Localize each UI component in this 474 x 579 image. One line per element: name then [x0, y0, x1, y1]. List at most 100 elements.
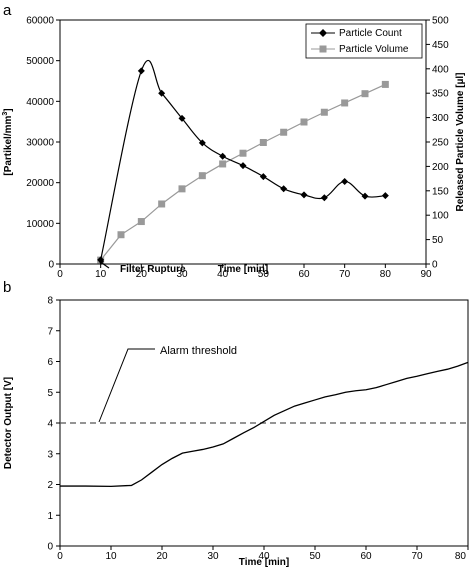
panel-label-b: b [3, 279, 11, 296]
ylabel-left-end: ] [3, 108, 14, 111]
particle-count-point [381, 192, 389, 200]
y-right-tick-label-a: 450 [432, 40, 449, 51]
particle-volume-point [137, 218, 145, 226]
particle-count-point [280, 185, 288, 193]
y-right-tick-label-a: 500 [432, 16, 449, 27]
particle-count-point [300, 191, 308, 199]
y-left-tick-label-a: 60000 [26, 16, 54, 27]
y-tick-label-b: 4 [47, 419, 53, 430]
x-tick-label-b: 80 [455, 551, 467, 562]
y-left-tick-label-a: 30000 [26, 138, 54, 149]
y-tick-label-b: 7 [47, 326, 53, 337]
particle-volume-point [300, 118, 308, 126]
particle-volume-point [198, 172, 206, 180]
particle-count-point [341, 177, 349, 185]
y-left-tick-label-a: 50000 [26, 56, 54, 67]
x-tick-label-a: 0 [57, 269, 63, 280]
particle-count-line [100, 60, 386, 261]
particle-count-point [198, 139, 206, 147]
y-tick-label-b: 2 [47, 480, 53, 491]
y-left-tick-label-a: 40000 [26, 97, 54, 108]
x-tick-label-a: 50 [258, 269, 270, 280]
particle-volume-point [219, 160, 227, 168]
alarm-threshold-label: Alarm threshold [160, 345, 237, 357]
x-tick-label-b: 20 [156, 551, 168, 562]
legend-label-particle-volume: Particle Volume [339, 44, 409, 55]
y-tick-label-b: 8 [47, 296, 53, 307]
x-tick-label-a: 90 [420, 269, 432, 280]
chart-b: 0 10 20 30 40 50 60 70 80 0 1 2 3 4 5 6 7 8 Alarm thresho… [3, 296, 469, 568]
detector-output-line [60, 361, 469, 487]
x-tick-label-a: 30 [176, 269, 188, 280]
chart-a-xlabel: Time [min] [218, 264, 268, 275]
legend-label-particle-count: Particle Count [339, 28, 402, 39]
y-tick-label-b: 1 [47, 511, 53, 522]
x-tick-label-a: 40 [217, 269, 229, 280]
chart-a: 0 10 20 30 40 50 60 70 80 90010000200003000040000… [2, 16, 466, 281]
chart-a-ticks: 0 10 20 30 40 50 60 70 80 90010000200003000040000… [26, 16, 449, 281]
y-tick-label-b: 5 [47, 388, 53, 399]
alarm-threshold-leader [98, 348, 155, 423]
particle-count-point [178, 114, 186, 122]
chart-b-ylabel: Detector Output [V] [3, 377, 14, 469]
y-right-tick-label-a: 400 [432, 64, 449, 75]
chart-a-series [97, 60, 389, 264]
particle-count-point [137, 67, 145, 75]
x-tick-label-b: 10 [105, 551, 117, 562]
x-tick-label-a: 80 [380, 269, 392, 280]
y-right-tick-label-a: 100 [432, 211, 449, 222]
chart-a-ylabel-left: [Partikel/mm3] [2, 108, 14, 175]
chart-b-ticks: 0 10 20 30 40 50 60 70 80 0 1 2 3 4 5 6 7 8 [47, 296, 469, 562]
y-left-tick-label-a: 0 [48, 260, 54, 271]
chart-b-xlabel: Time [min] [239, 557, 289, 568]
x-tick-label-b: 70 [411, 551, 423, 562]
chart-a-ylabel-right: Released Particle Volume [µl] [455, 73, 466, 212]
x-tick-label-a: 60 [298, 269, 310, 280]
particle-volume-point [361, 90, 369, 98]
panel-label-a: a [3, 2, 12, 19]
filter-rupture-label: Filter Rupture [120, 264, 186, 275]
y-tick-label-b: 6 [47, 357, 53, 368]
y-right-tick-label-a: 350 [432, 89, 449, 100]
y-right-tick-label-a: 50 [432, 235, 444, 246]
particle-volume-point [341, 99, 349, 107]
legend-marker-square [319, 45, 327, 53]
chart-b-series [60, 361, 469, 487]
particle-volume-point [381, 80, 389, 88]
y-right-tick-label-a: 0 [432, 260, 438, 271]
chart-a-legend: Particle Count Particle Volume [305, 23, 423, 59]
particle-volume-line [100, 83, 386, 261]
y-right-tick-label-a: 200 [432, 162, 449, 173]
x-tick-label-a: 10 [95, 269, 107, 280]
particle-volume-point [158, 200, 166, 208]
y-right-tick-label-a: 250 [432, 138, 449, 149]
particle-volume-point [259, 138, 267, 146]
legend-marker-diamond [319, 29, 327, 37]
x-tick-label-a: 20 [136, 269, 148, 280]
filter-rupture-arrowhead [98, 260, 104, 265]
particle-volume-point [320, 108, 328, 116]
x-tick-label-b: 40 [258, 551, 270, 562]
particle-volume-point [239, 149, 247, 157]
particle-count-point [361, 192, 369, 200]
y-right-tick-label-a: 300 [432, 113, 449, 124]
y-tick-label-b: 3 [47, 449, 53, 460]
particle-count-point [239, 162, 247, 170]
particle-count-point [320, 194, 328, 202]
x-tick-label-a: 70 [339, 269, 351, 280]
y-tick-label-b: 0 [47, 542, 53, 553]
particle-volume-point [280, 128, 288, 136]
particle-volume-point [117, 231, 125, 239]
x-tick-label-b: 50 [309, 551, 321, 562]
x-tick-label-b: 30 [207, 551, 219, 562]
x-tick-label-b: 0 [57, 551, 63, 562]
x-tick-label-b: 60 [360, 551, 372, 562]
y-right-tick-label-a: 150 [432, 186, 449, 197]
y-left-tick-label-a: 20000 [26, 178, 54, 189]
y-left-tick-label-a: 10000 [26, 219, 54, 230]
particle-count-point [259, 173, 267, 181]
ylabel-left-main: [Partikel/mm [3, 116, 14, 176]
particle-count-point [219, 152, 227, 160]
particle-volume-point [178, 185, 186, 193]
